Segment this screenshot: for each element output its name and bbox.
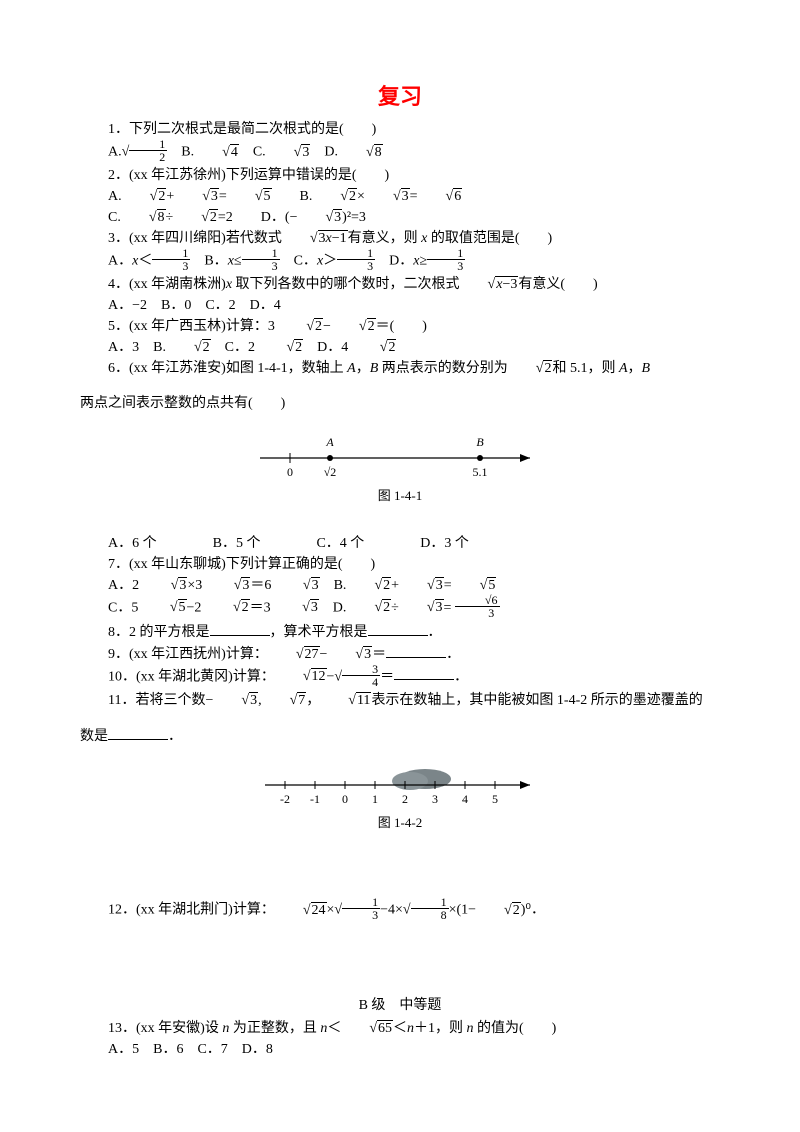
svg-text:4: 4 bbox=[462, 792, 468, 806]
q2-stem: 2．(xx 年江苏徐州)下列运算中错误的是( ) bbox=[80, 165, 720, 186]
q10-stem: 10．(xx 年湖北黄冈)计算：√12−√34＝． bbox=[80, 665, 720, 690]
fig1-label: 图 1-4-1 bbox=[80, 486, 720, 506]
q6-stem-a: 6．(xx 年江苏淮安)如图 1-4-1，数轴上 A，B 两点表示的数分别为√2… bbox=[80, 358, 720, 379]
fig1-b-val: 5.1 bbox=[473, 465, 488, 479]
svg-text:5: 5 bbox=[492, 792, 498, 806]
q5-options: A．3 B.√2 C．2 √2 D．4 √2 bbox=[80, 337, 720, 358]
q13-stem: 13．(xx 年安徽)设 n 为正整数，且 n＜√65＜n＋1，则 n 的值为(… bbox=[80, 1018, 720, 1039]
fig1-sqrt2: √2 bbox=[324, 465, 337, 479]
svg-text:-1: -1 bbox=[310, 792, 320, 806]
q1-options: A.√12 B.√4 C.√3 D.√8 bbox=[80, 140, 720, 165]
fig2-label: 图 1-4-2 bbox=[80, 813, 720, 833]
q12-stem: 12．(xx 年湖北荆门)计算：√24×√13−4×√18×(1−√2)⁰． bbox=[80, 898, 720, 923]
q8-stem: 8．2 的平方根是，算术平方根是． bbox=[80, 621, 720, 643]
q6-stem-b: 两点之间表示整数的点共有( ) bbox=[80, 393, 720, 414]
q11-stem-a: 11．若将三个数−√3,√7，√11表示在数轴上，其中能被如图 1-4-2 所示… bbox=[80, 690, 720, 711]
q2-options-a: A.√2+√3=√5 B.√2×√3=√6 bbox=[80, 186, 720, 207]
q7-options-a: A．2 √3×3 √3＝6 √3 B.√2+√3=√5 bbox=[80, 575, 720, 596]
page: 复习 1．下列二次根式是最简二次根式的是( ) A.√12 B.√4 C.√3 … bbox=[0, 0, 800, 1100]
q1-stem: 1．下列二次根式是最简二次根式的是( ) bbox=[80, 119, 720, 140]
blank bbox=[386, 643, 446, 658]
q2-options-b: C.√8÷√2=2 D．(−√3)²=3 bbox=[80, 207, 720, 228]
q7-options-b: C．5 √5−2 √2＝3 √3 D.√2÷√3= √63 bbox=[80, 596, 720, 621]
q4-options: A．−2 B．0 C．2 D．4 bbox=[80, 295, 720, 316]
q13-options: A．5 B．6 C．7 D．8 bbox=[80, 1039, 720, 1060]
svg-text:3: 3 bbox=[432, 792, 438, 806]
q5-stem: 5．(xx 年广西玉林)计算：3 √2−√2＝( ) bbox=[80, 316, 720, 337]
blank bbox=[210, 621, 270, 636]
q11-stem-b: 数是． bbox=[80, 725, 720, 747]
figure-1-4-1: 0 A √2 B 5.1 bbox=[250, 428, 550, 484]
svg-text:2: 2 bbox=[402, 792, 408, 806]
section-b-title: B 级 中等题 bbox=[80, 995, 720, 1016]
q3-options: A．x＜13 B．x≤13 C．x＞13 D．x≥13 bbox=[80, 249, 720, 274]
q9-stem: 9．(xx 年江西抚州)计算：√27−√3＝． bbox=[80, 643, 720, 665]
blank bbox=[368, 621, 428, 636]
page-title: 复习 bbox=[80, 80, 720, 113]
q3-stem: 3．(xx 年四川绵阳)若代数式√3x−1有意义，则 x 的取值范围是( ) bbox=[80, 228, 720, 249]
q6-options: A．6 个 B．5 个 C．4 个 D．3 个 bbox=[80, 533, 720, 554]
svg-text:1: 1 bbox=[372, 792, 378, 806]
blank bbox=[394, 665, 454, 680]
fig1-b-label: B bbox=[476, 435, 484, 449]
q7-stem: 7．(xx 年山东聊城)下列计算正确的是( ) bbox=[80, 554, 720, 575]
svg-text:0: 0 bbox=[342, 792, 348, 806]
figure-1-4-2: -2 -1 0 1 2 3 4 5 bbox=[250, 761, 550, 811]
q4-stem: 4．(xx 年湖南株洲)x 取下列各数中的哪个数时，二次根式√x−3有意义( ) bbox=[80, 274, 720, 295]
spacer bbox=[80, 838, 720, 898]
fig1-zero: 0 bbox=[287, 465, 293, 479]
blank bbox=[108, 725, 168, 740]
fig1-a-label: A bbox=[325, 435, 334, 449]
svg-text:-2: -2 bbox=[280, 792, 290, 806]
